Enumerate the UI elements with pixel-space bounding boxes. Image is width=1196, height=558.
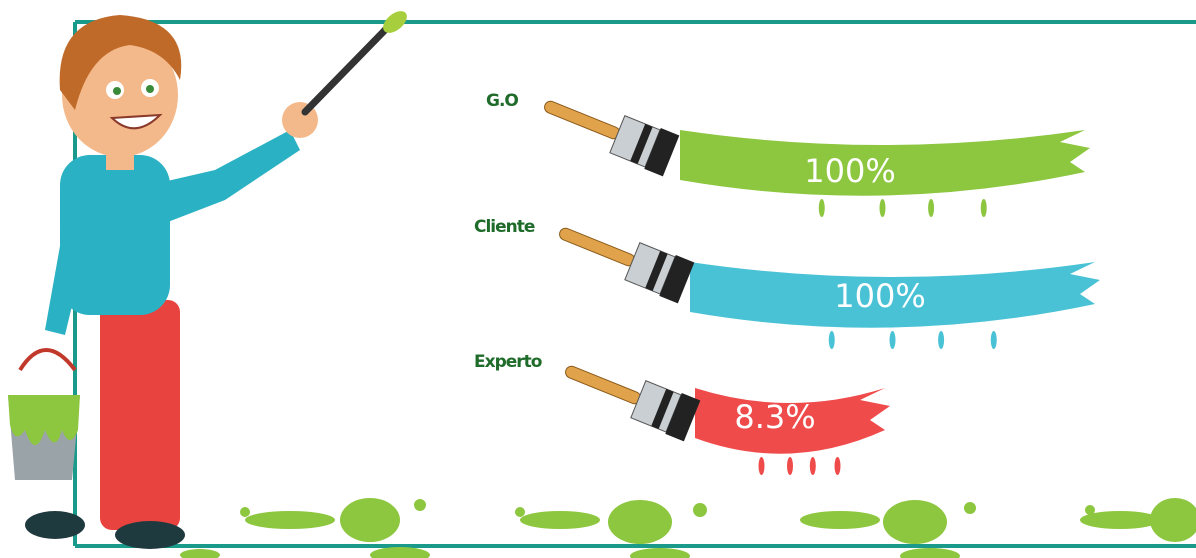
brush-bristles [665, 393, 701, 442]
skill-label: Experto [474, 352, 542, 372]
skill-row: Cliente 100% [474, 217, 1100, 349]
skill-label: Cliente [474, 217, 535, 237]
paint-drip [990, 331, 997, 349]
brush [559, 227, 695, 304]
paint-drip [787, 457, 793, 475]
skill-value: 100% [834, 277, 925, 315]
skill-row: G.O 100% [486, 91, 1090, 217]
brush [544, 100, 680, 177]
skill-label: G.O [486, 91, 518, 111]
paint-drip [818, 199, 825, 217]
paint-stroke [690, 262, 1100, 328]
paint-stroke [695, 388, 890, 454]
paint-drip [834, 457, 841, 475]
brush-handle [559, 227, 636, 267]
brush-band [630, 123, 653, 165]
paint-drip [889, 331, 896, 349]
skill-row: Experto 8.3% [474, 352, 890, 475]
painter-figure [8, 11, 407, 549]
paint-drip [809, 457, 816, 475]
paint-drip [828, 331, 835, 349]
paint-drip [938, 331, 945, 349]
brush-bristles [644, 128, 680, 177]
paint-stroke [680, 130, 1090, 196]
brush-handle [565, 365, 642, 405]
brush-band [645, 250, 668, 292]
paint-drip [879, 199, 886, 217]
paint-drip [928, 199, 935, 217]
paint-drip [758, 457, 765, 475]
brush-band [651, 388, 674, 430]
skill-rows: G.O 100% Cliente 100% Experto 8.3% [474, 91, 1100, 475]
brush-bristles [659, 255, 695, 304]
brush-handle [544, 100, 621, 140]
brush [565, 365, 701, 442]
paint-splats [180, 498, 1196, 558]
skill-value: 8.3% [734, 398, 815, 436]
paint-drip [980, 199, 987, 217]
skill-value: 100% [804, 152, 895, 190]
